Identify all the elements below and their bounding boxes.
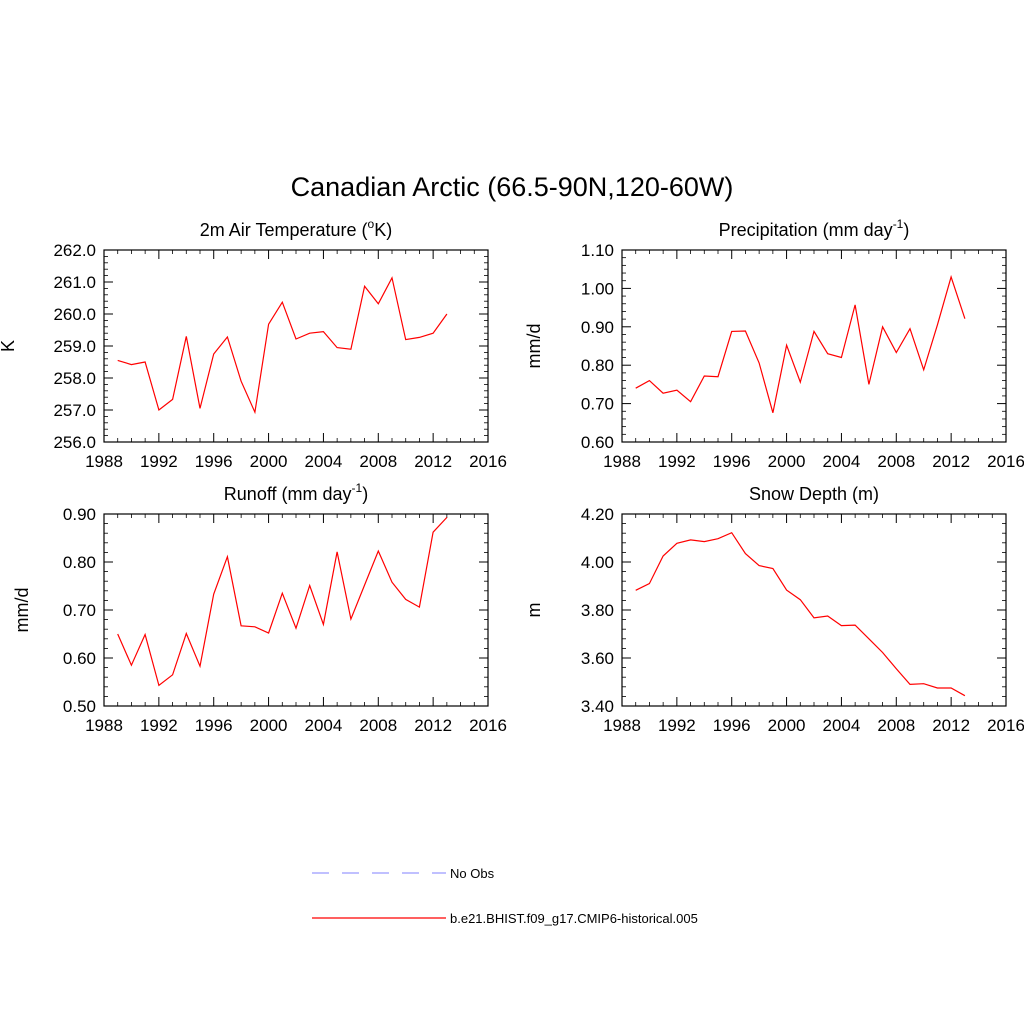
x-tick-label: 2000 <box>768 716 806 735</box>
panel-title: 2m Air Temperature (oK) <box>200 217 392 240</box>
legend: No Obs b.e21.BHIST.f09_g17.CMIP6-historic… <box>312 866 698 926</box>
series-line-1 <box>117 276 448 415</box>
y-tick-label: 4.20 <box>581 505 614 524</box>
y-tick-label: 3.80 <box>581 601 614 620</box>
y-axis-label: mm/d <box>12 588 32 633</box>
x-tick-label: 1996 <box>195 716 233 735</box>
series-line-1 <box>635 531 966 697</box>
y-tick-label: 1.00 <box>581 279 614 298</box>
x-tick-label: 2000 <box>250 716 288 735</box>
x-tick-label: 2000 <box>768 452 806 471</box>
plot-frame <box>621 249 1007 443</box>
x-tick-label: 1988 <box>85 452 123 471</box>
y-axis-label: mm/d <box>524 324 544 369</box>
x-tick-label: 1992 <box>140 716 178 735</box>
y-tick-label: 0.60 <box>581 433 614 452</box>
y-tick-label: 0.70 <box>581 395 614 414</box>
x-tick-label: 1992 <box>658 716 696 735</box>
figure-title: Canadian Arctic (66.5-90N,120-60W) <box>291 172 734 202</box>
y-tick-label: 3.40 <box>581 697 614 716</box>
x-tick-label: 1996 <box>713 452 751 471</box>
y-tick-label: 262.0 <box>53 241 96 260</box>
panel-title: Runoff (mm day-1) <box>224 481 368 504</box>
y-tick-label: 0.80 <box>581 356 614 375</box>
x-tick-label: 2004 <box>823 452 861 471</box>
x-tick-label: 2016 <box>469 452 507 471</box>
panel-4: Snow Depth (m) m 1988 1992 1996 2000 2004 2008 2… <box>524 484 1024 735</box>
panel-2: Precipitation (mm day-1) mm/d 1988 1992 1996… <box>524 217 1024 471</box>
x-tick-label: 1996 <box>195 452 233 471</box>
series-line-1 <box>635 274 966 413</box>
y-tick-label: 0.90 <box>581 318 614 337</box>
y-tick-label: 260.0 <box>53 305 96 324</box>
y-tick-label: 4.00 <box>581 553 614 572</box>
x-tick-label: 1996 <box>713 716 751 735</box>
y-tick-label: 0.70 <box>63 601 96 620</box>
y-tick-label: 0.80 <box>63 553 96 572</box>
x-tick-label: 2004 <box>305 452 343 471</box>
series-line-1 <box>117 516 448 687</box>
x-tick-label: 2008 <box>359 452 397 471</box>
y-tick-label: 0.50 <box>63 697 96 716</box>
x-tick-label: 2004 <box>823 716 861 735</box>
panel-title: Snow Depth (m) <box>749 484 879 504</box>
x-tick-label: 2012 <box>932 716 970 735</box>
x-tick-label: 2012 <box>932 452 970 471</box>
y-tick-label: 3.60 <box>581 649 614 668</box>
y-tick-label: 261.0 <box>53 273 96 292</box>
y-tick-label: 0.90 <box>63 505 96 524</box>
x-tick-label: 1988 <box>603 716 641 735</box>
x-tick-label: 2008 <box>877 452 915 471</box>
x-tick-label: 2012 <box>414 716 452 735</box>
legend-label-1: No Obs <box>450 866 495 881</box>
x-tick-label: 1992 <box>658 452 696 471</box>
x-tick-label: 2008 <box>877 716 915 735</box>
panels: 2m Air Temperature (oK) K 1988 1992 1996 2000… <box>0 217 1024 735</box>
y-axis-label: m <box>524 603 544 618</box>
panel-title: Precipitation (mm day-1) <box>719 217 910 240</box>
x-tick-label: 2004 <box>305 716 343 735</box>
y-tick-label: 256.0 <box>53 433 96 452</box>
x-tick-label: 1988 <box>85 716 123 735</box>
x-tick-label: 2000 <box>250 452 288 471</box>
legend-label-2: b.e21.BHIST.f09_g17.CMIP6-historical.005 <box>450 911 698 926</box>
x-tick-label: 2016 <box>987 452 1024 471</box>
x-tick-label: 2016 <box>987 716 1024 735</box>
plot-frame <box>103 513 489 707</box>
plot-frame <box>103 249 489 443</box>
y-tick-label: 259.0 <box>53 337 96 356</box>
x-tick-label: 2016 <box>469 716 507 735</box>
y-tick-label: 1.10 <box>581 241 614 260</box>
panel-1: 2m Air Temperature (oK) K 1988 1992 1996 2000… <box>0 217 507 471</box>
x-tick-label: 2012 <box>414 452 452 471</box>
y-tick-label: 258.0 <box>53 369 96 388</box>
x-tick-label: 1992 <box>140 452 178 471</box>
panel-3: Runoff (mm day-1) mm/d 1988 1992 1996 2000 200… <box>12 481 507 735</box>
y-tick-label: 0.60 <box>63 649 96 668</box>
y-axis-label: K <box>0 340 18 352</box>
x-tick-label: 1988 <box>603 452 641 471</box>
x-tick-label: 2008 <box>359 716 397 735</box>
y-tick-label: 257.0 <box>53 401 96 420</box>
